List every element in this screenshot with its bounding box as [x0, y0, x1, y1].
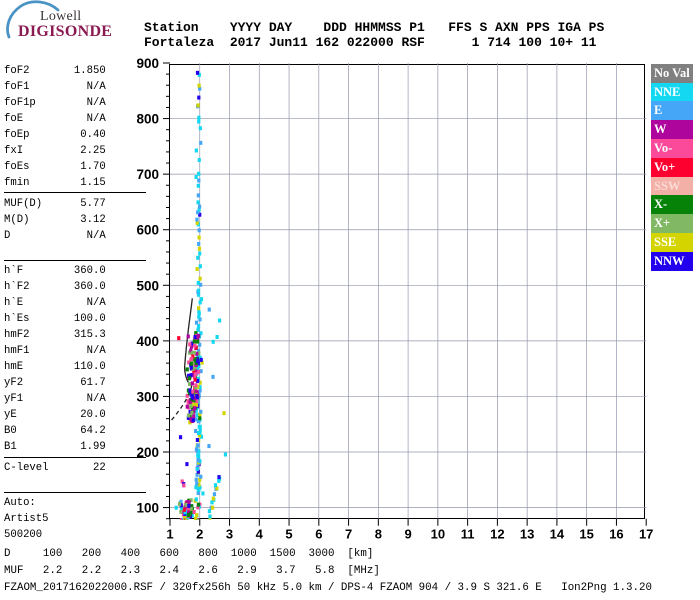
svg-text:600: 600: [136, 222, 159, 237]
svg-text:6: 6: [315, 526, 322, 541]
svg-text:13: 13: [520, 526, 534, 541]
svg-text:100: 100: [136, 500, 159, 515]
svg-text:16: 16: [609, 526, 623, 541]
svg-text:17: 17: [639, 526, 653, 541]
svg-text:15: 15: [579, 526, 593, 541]
svg-text:400: 400: [136, 333, 159, 348]
svg-text:5: 5: [285, 526, 292, 541]
svg-text:2: 2: [196, 526, 203, 541]
svg-text:9: 9: [404, 526, 411, 541]
svg-text:700: 700: [136, 167, 159, 182]
svg-text:8: 8: [374, 526, 381, 541]
svg-text:11: 11: [460, 526, 474, 541]
svg-text:200: 200: [136, 445, 159, 460]
svg-text:500: 500: [136, 278, 159, 293]
svg-text:900: 900: [136, 56, 159, 71]
svg-text:14: 14: [549, 526, 564, 541]
svg-text:3: 3: [225, 526, 232, 541]
svg-text:300: 300: [136, 389, 159, 404]
svg-text:12: 12: [490, 526, 504, 541]
svg-text:10: 10: [430, 526, 444, 541]
svg-text:1: 1: [166, 526, 173, 541]
svg-text:7: 7: [345, 526, 352, 541]
svg-text:800: 800: [136, 111, 159, 126]
svg-text:4: 4: [255, 526, 263, 541]
